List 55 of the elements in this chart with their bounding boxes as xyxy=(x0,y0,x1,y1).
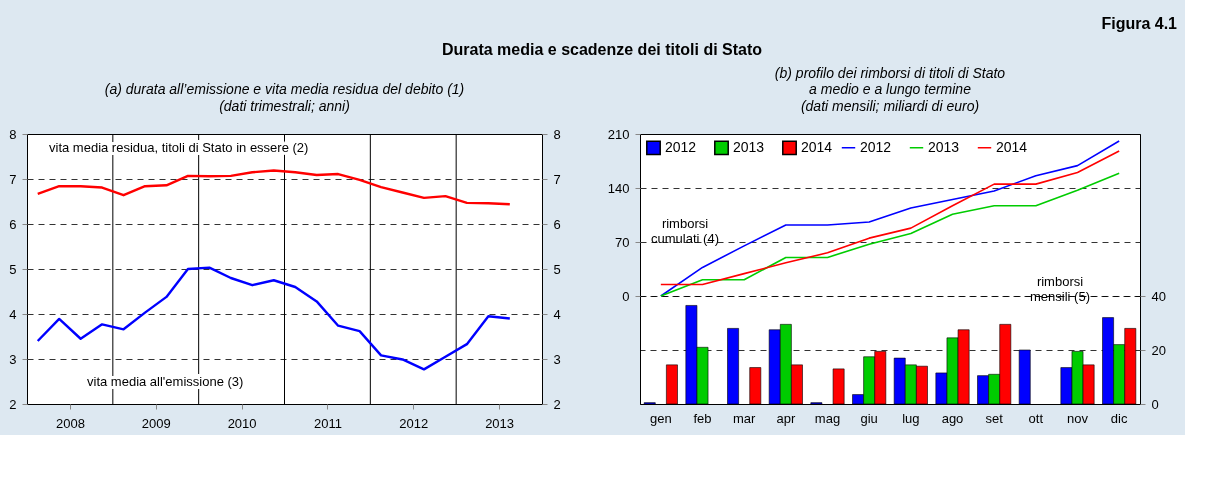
x-tick-label: feb xyxy=(693,410,712,426)
x-tick-label: ott xyxy=(1028,410,1044,426)
y2-tick-label: 0 xyxy=(1151,396,1159,412)
y-tick-label: 8 xyxy=(9,126,17,142)
x-tick-label: giu xyxy=(860,410,878,426)
x-tick-label: 2010 xyxy=(227,415,257,431)
x-tick-label: 2011 xyxy=(313,415,342,431)
y-tick-label: 0 xyxy=(622,288,630,304)
chart-subtitle: (dati mensili; miliardi di euro) xyxy=(800,98,980,114)
x-tick-label: set xyxy=(985,410,1004,426)
legend-label: 2014 xyxy=(801,138,833,155)
x-tick-label: 2012 xyxy=(399,415,429,431)
y-tick-label: 210 xyxy=(607,126,630,142)
legend-label: 2014 xyxy=(996,138,1028,155)
line-series xyxy=(36,169,512,206)
text: Figura 4.1 xyxy=(1101,15,1178,32)
y-tick-label: 140 xyxy=(607,180,630,196)
x-tick-label: 2009 xyxy=(141,415,171,431)
chart-subtitle: (dati trimestrali; anni) xyxy=(219,98,350,114)
legend-label: 2013 xyxy=(928,138,960,155)
x-tick-label: mag xyxy=(814,410,841,426)
line-series xyxy=(36,266,512,371)
x-tick-label: 2008 xyxy=(55,415,85,431)
y2-tick-label: 8 xyxy=(553,126,561,142)
x-tick-label: dic xyxy=(1110,410,1128,426)
y2-tick-label: 2 xyxy=(553,396,561,412)
y-tick-label: 7 xyxy=(9,171,17,187)
x-tick-label: 2013 xyxy=(485,415,515,431)
x-tick-label: mar xyxy=(732,410,757,426)
text: Durata media e scadenze dei titoli di Stato xyxy=(441,41,763,58)
y-tick-label: 6 xyxy=(9,216,17,232)
y2-tick-label: 40 xyxy=(1151,288,1166,304)
y-tick-label: 70 xyxy=(615,234,630,250)
annotation: rimborsi mensili (5) xyxy=(1030,274,1090,304)
y2-tick-label: 20 xyxy=(1151,342,1166,358)
y2-tick-label: 4 xyxy=(553,306,561,322)
y2-tick-label: 5 xyxy=(553,261,561,277)
legend-label: 2012 xyxy=(665,138,697,155)
legend-label: 2013 xyxy=(733,138,765,155)
y2-tick-label: 6 xyxy=(553,216,561,232)
y-tick-label: 4 xyxy=(9,306,17,322)
y-tick-label: 5 xyxy=(9,261,17,277)
x-tick-label: lug xyxy=(902,410,920,426)
y2-tick-label: 3 xyxy=(553,351,561,367)
x-tick-label: apr xyxy=(776,410,796,426)
chart-title: (b) profilo dei rimborsi di titoli di Stato a medio e a lungo termine xyxy=(774,65,1006,97)
y-tick-label: 3 xyxy=(9,351,17,367)
x-tick-label: nov xyxy=(1067,410,1089,426)
chart-title: (a) durata all’emissione e vita media residua del debito (1) xyxy=(104,81,465,97)
annotation: rimborsi cumulati (4) xyxy=(651,216,719,246)
x-tick-label: ago xyxy=(941,410,964,426)
legend-label: 2012 xyxy=(860,138,892,155)
x-tick-label: gen xyxy=(649,410,672,426)
y2-tick-label: 7 xyxy=(553,171,561,187)
y-tick-label: 2 xyxy=(9,396,17,412)
